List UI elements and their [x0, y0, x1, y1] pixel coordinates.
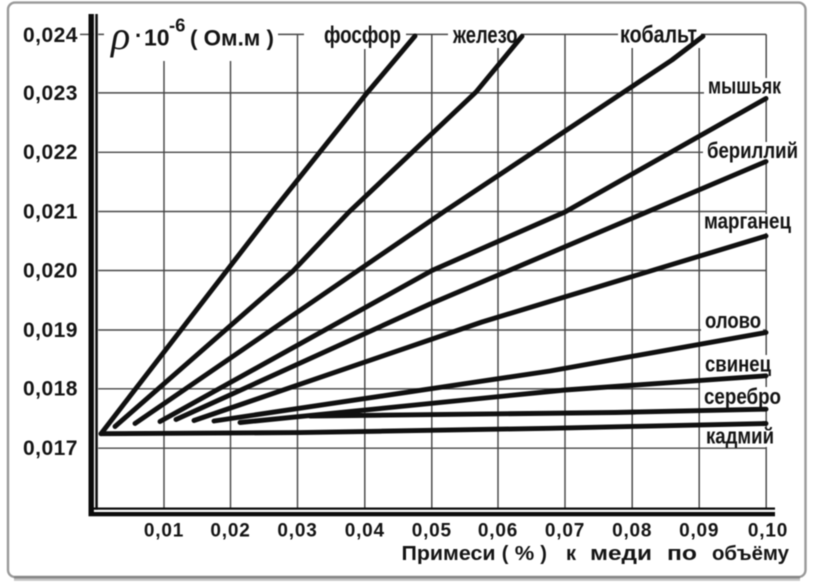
svg-text:0,01: 0,01: [144, 521, 184, 542]
svg-text:0,020: 0,020: [23, 259, 78, 282]
svg-text:): ): [540, 543, 547, 565]
svg-text:%: %: [515, 543, 535, 565]
svg-text:мышьяк: мышьяк: [708, 73, 782, 98]
svg-text:0,023: 0,023: [23, 82, 78, 105]
svg-text:0,03: 0,03: [277, 521, 317, 542]
svg-text:0,022: 0,022: [23, 141, 78, 164]
svg-text:(: (: [502, 543, 509, 565]
svg-text:свинец: свинец: [705, 352, 771, 377]
svg-text:серебро: серебро: [704, 384, 781, 409]
svg-text:0,10: 0,10: [748, 521, 788, 542]
svg-text:0,021: 0,021: [23, 200, 78, 223]
svg-text:0,017: 0,017: [23, 437, 78, 460]
svg-text:марганец: марганец: [704, 209, 791, 234]
svg-text:Примеси: Примеси: [402, 543, 496, 565]
svg-text:объёму: объёму: [712, 543, 790, 565]
svg-text:0,07: 0,07: [545, 521, 585, 542]
svg-text:по: по: [667, 543, 697, 565]
svg-text:олово: олово: [705, 308, 761, 333]
svg-text:0,024: 0,024: [23, 24, 78, 47]
svg-text:·: ·: [135, 23, 142, 48]
svg-text:10: 10: [144, 25, 170, 51]
svg-text:бериллий: бериллий: [707, 138, 798, 163]
svg-text:фосфор: фосфор: [324, 22, 401, 49]
svg-text:-6: -6: [169, 15, 185, 36]
svg-text:ρ: ρ: [109, 13, 130, 58]
svg-text:0,08: 0,08: [612, 521, 652, 542]
svg-text:железо: железо: [452, 22, 517, 49]
svg-text:0,019: 0,019: [23, 319, 78, 342]
svg-text:0,04: 0,04: [345, 521, 385, 542]
svg-text:0,02: 0,02: [210, 521, 250, 542]
svg-text:меди: меди: [590, 543, 652, 565]
svg-text:кадмий: кадмий: [706, 424, 774, 449]
svg-text:0,09: 0,09: [679, 521, 719, 542]
svg-text:( Ом.м ): ( Ом.м ): [190, 26, 274, 51]
svg-text:к: к: [566, 543, 577, 565]
svg-text:0,018: 0,018: [23, 378, 78, 401]
svg-text:0,05: 0,05: [412, 521, 452, 542]
svg-text:0,06: 0,06: [478, 521, 518, 542]
svg-text:кобальт: кобальт: [620, 22, 697, 49]
